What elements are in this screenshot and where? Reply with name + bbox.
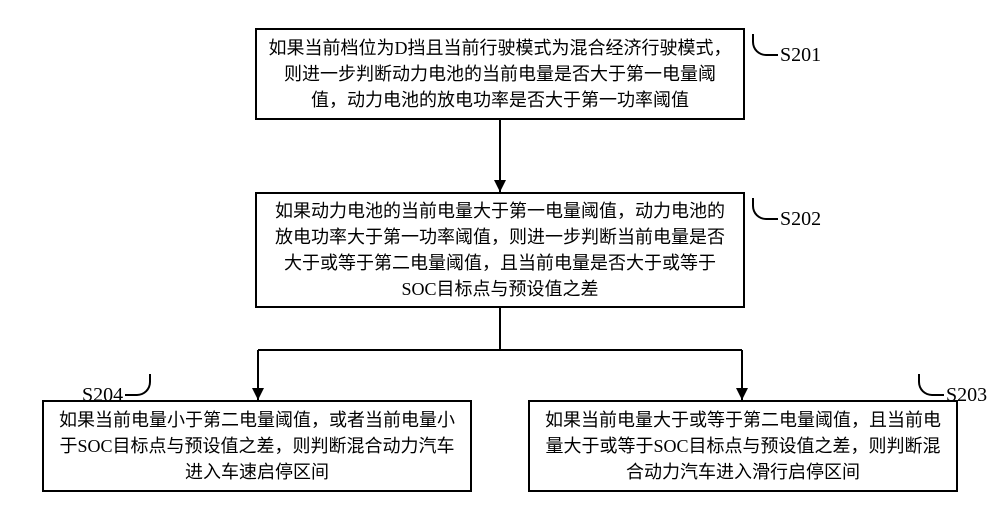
step-label-s202-text: S202: [780, 198, 821, 231]
node-s201-text: 如果当前档位为D挡且当前行驶模式为混合经济行驶模式，则进一步判断动力电池的当前电…: [267, 35, 733, 113]
step-label-s201-text: S201: [780, 34, 821, 67]
node-s202: 如果动力电池的当前电量大于第一电量阈值，动力电池的放电功率大于第一功率阈值，则进…: [255, 192, 745, 308]
node-s203-text: 如果当前电量大于或等于第二电量阈值，且当前电量大于或等于SOC目标点与预设值之差…: [540, 407, 946, 485]
step-label-s201: S201: [752, 34, 821, 67]
step-label-s204-text: S204: [82, 374, 123, 407]
hook-icon: [752, 34, 778, 56]
node-s202-text: 如果动力电池的当前电量大于第一电量阈值，动力电池的放电功率大于第一功率阈值，则进…: [267, 198, 733, 302]
node-s204-text: 如果当前电量小于第二电量阈值，或者当前电量小于SOC目标点与预设值之差，则判断混…: [54, 407, 460, 485]
hook-icon: [752, 198, 778, 220]
step-label-s203-text: S203: [946, 374, 987, 407]
hook-icon: [918, 374, 944, 396]
node-s201: 如果当前档位为D挡且当前行驶模式为混合经济行驶模式，则进一步判断动力电池的当前电…: [255, 28, 745, 120]
node-s203: 如果当前电量大于或等于第二电量阈值，且当前电量大于或等于SOC目标点与预设值之差…: [528, 400, 958, 492]
node-s204: 如果当前电量小于第二电量阈值，或者当前电量小于SOC目标点与预设值之差，则判断混…: [42, 400, 472, 492]
step-label-s204: S204: [82, 374, 153, 407]
hook-icon: [125, 374, 151, 396]
flowchart-canvas: 如果当前档位为D挡且当前行驶模式为混合经济行驶模式，则进一步判断动力电池的当前电…: [0, 0, 1000, 520]
step-label-s202: S202: [752, 198, 821, 231]
step-label-s203: S203: [918, 374, 987, 407]
